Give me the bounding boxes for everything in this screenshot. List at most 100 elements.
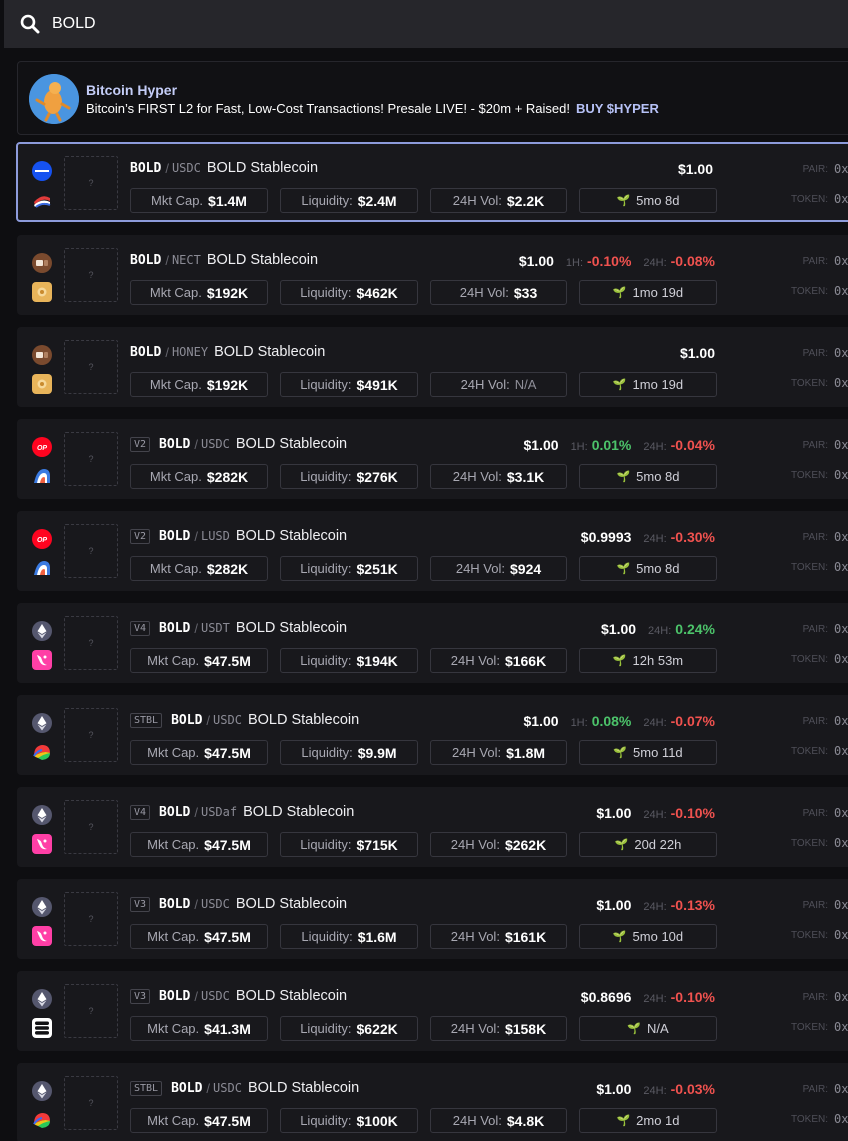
token-address-copy[interactable]: 0x (834, 744, 848, 758)
pair-address-copy[interactable]: 0x (834, 530, 848, 544)
token-name: BOLD Stablecoin (235, 436, 348, 452)
volume-value: $1.8M (506, 744, 546, 761)
liquidity-box: Liquidity: $2.4M (280, 188, 418, 213)
version-badge: V4 (130, 620, 151, 636)
token-address-copy[interactable]: 0x (834, 560, 848, 574)
seedling-icon: 🌱 (614, 839, 629, 851)
base-token: BOLD (171, 1080, 203, 1096)
token-address-copy[interactable]: 0x (834, 1020, 848, 1034)
h1-change: 0.01% (591, 437, 632, 453)
result-row[interactable]: ? STBL BOLD / USDC BOLD Stablecoin $1.00 1H: 0.0… (17, 695, 848, 775)
token-address-copy[interactable]: 0x (834, 836, 848, 850)
pair-separator: / (194, 896, 198, 912)
ad-text: Bitcoin’s FIRST L2 for Fast, Low-Cost Tr… (86, 101, 659, 116)
token-address-label: TOKEN: (790, 930, 828, 941)
age-value: 20d 22h (634, 837, 682, 852)
result-row[interactable]: ? STBL BOLD / USDC BOLD Stablecoin $1.00 24H: -0… (17, 1063, 848, 1141)
quote-token: USDaf (200, 805, 238, 819)
volume-box: 24H Vol: $2.2K (430, 188, 567, 213)
price: $1.00 (523, 713, 559, 729)
result-row[interactable]: OP? V2 BOLD / LUSD BOLD Stablecoin $0.9993 24H:… (17, 511, 848, 591)
pair-title: V2 BOLD / LUSD BOLD Stablecoin (130, 528, 347, 544)
kodiak-icon (32, 374, 52, 394)
price: $1.00 (679, 345, 715, 361)
age-box: 🌱 5mo 10d (579, 924, 717, 949)
token-address-label: TOKEN: (790, 562, 828, 573)
token-address-copy[interactable]: 0x (834, 1112, 848, 1126)
liquidity-box: Liquidity: $491K (280, 372, 418, 397)
pair-address-copy[interactable]: 0x (834, 346, 848, 360)
age-value: 12h 53m (632, 653, 684, 668)
velodrome-icon (32, 466, 52, 486)
token-address-copy[interactable]: 0x (834, 192, 848, 206)
pair-title: V3 BOLD / USDC BOLD Stablecoin (130, 988, 347, 1004)
result-row[interactable]: ? V4 BOLD / USDT BOLD Stablecoin $1.00 24H: 0.24… (17, 603, 848, 683)
pair-address-copy[interactable]: 0x (834, 1082, 848, 1096)
volume-value: $166K (504, 652, 547, 669)
token-image-placeholder: ? (64, 524, 118, 578)
search-icon[interactable] (6, 0, 54, 48)
price: $1.00 (596, 805, 632, 821)
h24-change: -0.08% (670, 253, 715, 269)
pair-separator: / (165, 252, 169, 268)
pair-title: V4 BOLD / USDaf BOLD Stablecoin (130, 804, 354, 820)
volume-box: 24H Vol: $1.8M (430, 740, 567, 765)
h24-change: -0.10% (670, 805, 715, 821)
search-input[interactable] (52, 4, 812, 44)
volume-box: 24H Vol: $3.1K (430, 464, 567, 489)
liquidity-value: $2.4M (357, 192, 397, 209)
ad-cta-link[interactable]: BUY $HYPER (575, 101, 659, 116)
price: $0.9993 (580, 529, 632, 545)
pair-address-copy[interactable]: 0x (834, 714, 848, 728)
age-box: 🌱 1mo 19d (579, 372, 717, 397)
age-value: 5mo 8d (636, 561, 680, 576)
pair-separator: / (206, 712, 211, 728)
pair-address-copy[interactable]: 0x (834, 898, 848, 912)
pair-title: V3 BOLD / USDC BOLD Stablecoin (130, 896, 347, 912)
token-address-copy[interactable]: 0x (834, 376, 848, 390)
market-cap-label: Mkt Cap. (147, 1021, 200, 1036)
liquidity-label: Liquidity: (300, 469, 352, 484)
market-cap-label: Mkt Cap. (149, 285, 202, 300)
pair-address-copy[interactable]: 0x (834, 622, 848, 636)
result-row[interactable]: ? BOLD / USDC BOLD Stablecoin $1.00 Mkt Cap. $1… (16, 142, 848, 222)
pair-title: BOLD / NECT BOLD Stablecoin (130, 252, 318, 268)
liquidity-value: $622K (356, 1020, 398, 1037)
pair-address-copy[interactable]: 0x (834, 990, 848, 1004)
volume-value: $4.8K (506, 1112, 545, 1129)
liquidity-label: Liquidity: (300, 377, 352, 392)
token-address-copy[interactable]: 0x (834, 652, 848, 666)
volume-box: 24H Vol: $161K (430, 924, 567, 949)
quote-token: USDC (171, 161, 201, 175)
pair-address-copy[interactable]: 0x (834, 254, 848, 268)
h24-change-label: 24H: (643, 993, 667, 1005)
result-row[interactable]: ? V3 BOLD / USDC BOLD Stablecoin $1.00 24H: -0.1… (17, 879, 848, 959)
quote-token: USDC (200, 437, 230, 451)
market-cap-box: Mkt Cap. $1.4M (130, 188, 268, 213)
ad-banner[interactable]: Bitcoin Hyper Bitcoin’s FIRST L2 for Fas… (17, 61, 848, 135)
result-row[interactable]: ? V3 BOLD / USDC BOLD Stablecoin $0.8696 24H: -0… (17, 971, 848, 1051)
pair-address-label: PAIR: (802, 532, 828, 543)
result-row[interactable]: ? V4 BOLD / USDaf BOLD Stablecoin $1.00 24H: -0.… (17, 787, 848, 867)
token-address-label: TOKEN: (790, 654, 828, 665)
market-cap-value: $1.4M (208, 192, 247, 209)
h24-change: -0.07% (670, 713, 715, 729)
market-cap-value: $47.5M (204, 744, 251, 761)
pair-separator: / (194, 436, 198, 452)
token-address-copy[interactable]: 0x (834, 928, 848, 942)
pair-title: STBL BOLD / USDC BOLD Stablecoin (130, 712, 359, 728)
volume-value: $924 (510, 560, 542, 577)
pair-title: STBL BOLD / USDC BOLD Stablecoin (130, 1080, 359, 1096)
seedling-icon: 🌱 (627, 1023, 642, 1035)
pair-address-copy[interactable]: 0x (834, 806, 848, 820)
result-row[interactable]: ? BOLD / NECT BOLD Stablecoin $1.00 1H: -0.10% 2… (17, 235, 848, 315)
price-line: $1.00 24H: -0.10% (596, 805, 715, 821)
pair-address-copy[interactable]: 0x (834, 162, 848, 176)
h24-change: -0.10% (670, 989, 715, 1005)
token-address-copy[interactable]: 0x (834, 468, 848, 482)
pair-address-copy[interactable]: 0x (834, 438, 848, 452)
token-address-copy[interactable]: 0x (834, 284, 848, 298)
result-row[interactable]: ? BOLD / HONEY BOLD Stablecoin $1.00 Mkt Cap. $… (17, 327, 848, 407)
seedling-icon: 🌱 (612, 655, 627, 667)
result-row[interactable]: OP? V2 BOLD / USDC BOLD Stablecoin $1.00 1H: 0.0… (17, 419, 848, 499)
